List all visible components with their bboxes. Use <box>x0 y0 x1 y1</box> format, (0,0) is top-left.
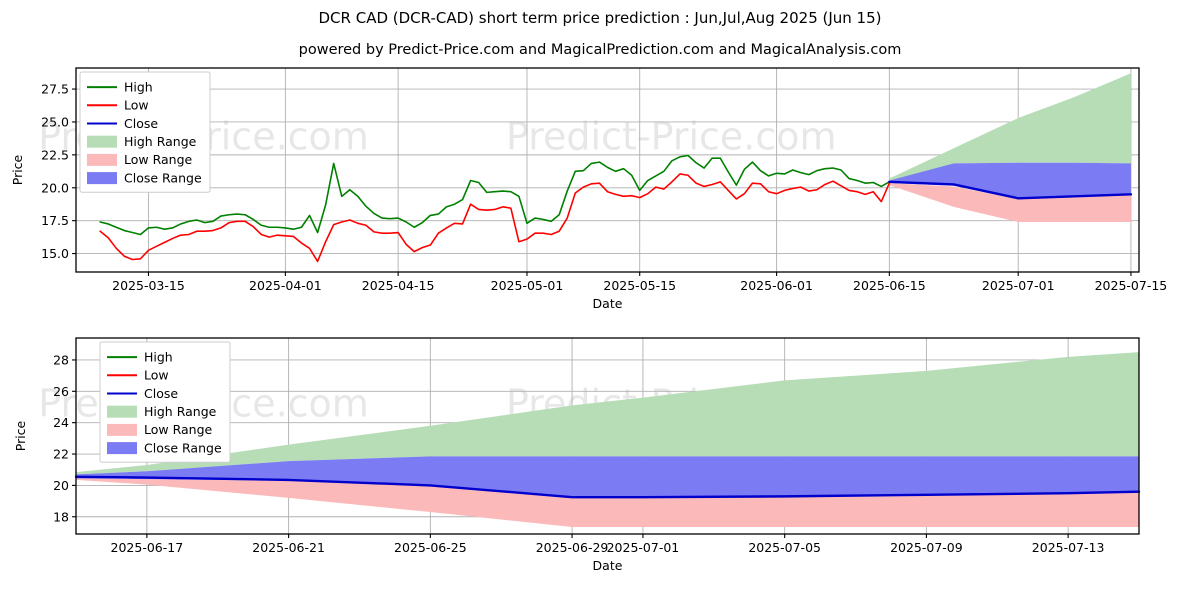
close-range-band <box>889 162 1131 199</box>
close-line <box>74 475 1141 499</box>
x-tick-label: 2025-06-29 <box>536 540 609 555</box>
x-tick-label: 2025-06-25 <box>394 540 467 555</box>
legend-patch-swatch <box>87 153 117 166</box>
legend-item-label: High <box>124 79 153 94</box>
x-tick-label: 2025-05-01 <box>491 278 564 293</box>
x-tick-label: 2025-05-15 <box>603 278 676 293</box>
y-tick-label: 18 <box>53 509 69 524</box>
x-tick-label: 2025-07-15 <box>1095 278 1168 293</box>
legend-item-label: Low Range <box>144 422 213 437</box>
high-line <box>99 154 891 236</box>
legend-patch-swatch <box>107 442 137 455</box>
y-tick-label: 22 <box>53 447 69 462</box>
plot-frame <box>75 67 1140 273</box>
legend-patch-swatch <box>87 135 117 148</box>
legend-item-label: High <box>144 349 173 364</box>
close-line <box>888 180 1133 200</box>
axis-ticks: 15.0 17.5 20.0 22.5 25.0 27.5 2025-03-15 2025-0… <box>41 82 1167 293</box>
top-chart-svg: Predict-Price.comPredict-Price.com15.017… <box>10 67 1167 308</box>
y-tick-label: 17.5 <box>41 213 69 228</box>
y-tick-label: 22.5 <box>41 147 69 162</box>
legend-item-label: High Range <box>124 134 197 149</box>
x-tick-label: 2025-06-01 <box>740 278 813 293</box>
y-tick-label: 25.0 <box>41 114 69 129</box>
x-tick-label: 2025-06-21 <box>252 540 325 555</box>
x-axis-title: Date <box>593 296 623 308</box>
low-line <box>99 173 891 263</box>
high-range-band <box>889 73 1131 182</box>
y-tick-label: 20 <box>53 478 69 493</box>
x-tick-label: 2025-07-09 <box>890 540 963 555</box>
x-axis-title: Date <box>593 558 623 573</box>
low-range-band <box>76 478 1139 527</box>
page-title: DCR CAD (DCR-CAD) short term price predi… <box>318 9 882 27</box>
y-axis-title: Price <box>13 420 28 451</box>
title-block: DCR CAD (DCR-CAD) short term price predi… <box>0 0 1200 58</box>
chart-legend: High Low Close High Range Low Range Close Ran… <box>79 71 211 193</box>
legend-patch-swatch <box>107 423 137 436</box>
axis-ticks: 18 20 22 24 26 28 2025-06-17 2025-06-21 2025-06-… <box>53 352 1104 555</box>
legend-item-label: Low <box>144 368 169 383</box>
y-tick-label: 24 <box>53 415 69 430</box>
x-tick-label: 2025-07-13 <box>1032 540 1105 555</box>
legend-item-label: Close Range <box>124 170 202 185</box>
y-tick-label: 27.5 <box>41 82 69 97</box>
legend-item-label: Close Range <box>144 440 222 455</box>
watermark-text: Predict-Price.com <box>506 115 837 159</box>
x-tick-label: 2025-06-15 <box>853 278 926 293</box>
y-tick-label: 28 <box>53 352 69 367</box>
legend-patch-swatch <box>107 405 137 418</box>
legend-item-label: Close <box>144 386 178 401</box>
legend-patch-swatch <box>87 172 117 185</box>
legend-item-label: Low <box>124 98 149 113</box>
x-tick-label: 2025-04-01 <box>249 278 322 293</box>
page-subtitle: powered by Predict-Price.com and Magical… <box>298 42 902 58</box>
low-range-band <box>889 183 1131 222</box>
y-tick-label: 20.0 <box>41 180 69 195</box>
high-range-band <box>76 352 1139 475</box>
y-tick-label: 15.0 <box>41 246 69 261</box>
close-range-band <box>76 456 1139 498</box>
bottom-chart-svg: Predict-Price.comPredict-Price.com182022… <box>13 337 1141 573</box>
plot-frame <box>75 337 1140 535</box>
x-tick-label: 2025-07-01 <box>607 540 680 555</box>
y-tick-label: 26 <box>53 384 69 399</box>
x-tick-label: 2025-07-05 <box>748 540 821 555</box>
legend-item-label: Close <box>124 116 158 131</box>
x-tick-label: 2025-03-15 <box>112 278 185 293</box>
y-axis-title: Price <box>10 154 25 185</box>
x-tick-label: 2025-04-15 <box>362 278 435 293</box>
x-tick-label: 2025-06-17 <box>111 540 184 555</box>
x-tick-label: 2025-07-01 <box>982 278 1055 293</box>
chart-legend: High Low Close High Range Low Range Close Ran… <box>99 341 231 463</box>
legend-item-label: Low Range <box>124 152 193 167</box>
legend-item-label: High Range <box>144 404 217 419</box>
